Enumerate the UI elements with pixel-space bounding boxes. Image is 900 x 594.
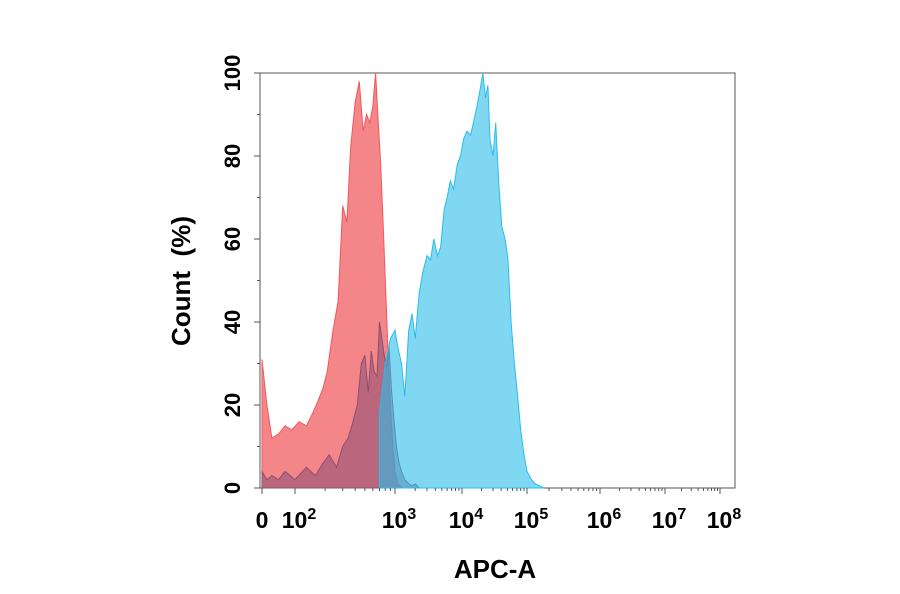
x-tick-label: 0 (256, 507, 269, 533)
series-layer (261, 72, 545, 489)
x-axis-label: APC-A (454, 554, 537, 584)
x-tick-label: 107 (652, 506, 687, 533)
x-tick-label: 108 (707, 506, 742, 533)
x-tick-label: 104 (449, 506, 484, 533)
y-tick-label: 80 (220, 144, 245, 168)
y-tick-label: 100 (220, 55, 245, 92)
histogram-series-3 (379, 72, 545, 489)
y-axis-label: Count (%) (166, 216, 196, 346)
x-tick-label: 105 (514, 506, 549, 533)
x-tick-label: 102 (282, 506, 317, 533)
x-tick-label: 106 (587, 506, 622, 533)
x-axis-ticks: 0 102 103 104 105 106 107 108 (256, 488, 742, 533)
y-tick-label: 20 (220, 393, 245, 417)
y-tick-label: 40 (220, 310, 245, 334)
y-axis-ticks: 0 20 40 60 80 100 (220, 55, 260, 494)
x-tick-label: 103 (382, 506, 417, 533)
y-tick-label: 60 (220, 227, 245, 251)
y-tick-label: 0 (220, 482, 245, 494)
